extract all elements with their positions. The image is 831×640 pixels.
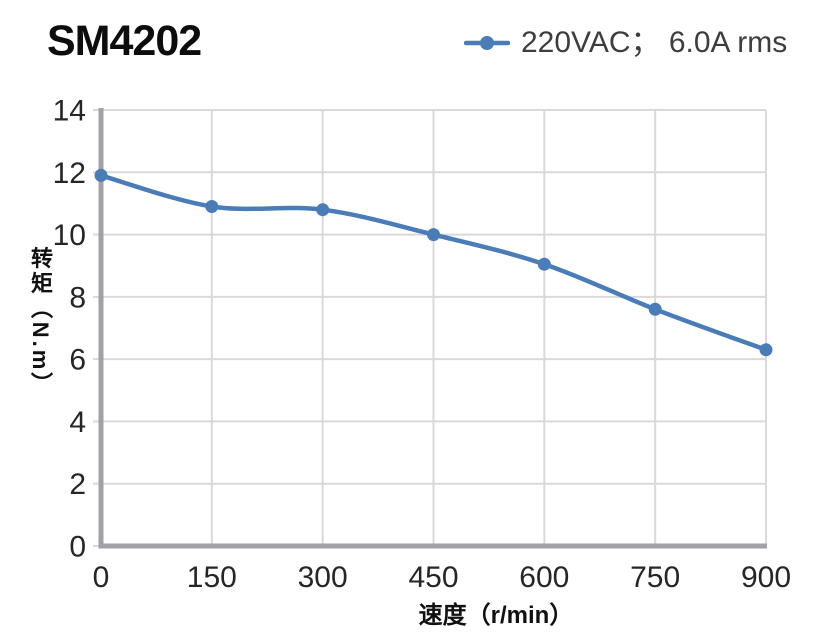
data-point [316,203,330,217]
data-point [759,343,773,357]
chart-title: SM4202 [47,17,202,65]
data-point [537,257,551,271]
data-point [205,200,219,213]
y-tick-label: 8 [69,281,86,314]
legend-series-marker-icon [464,36,510,50]
data-point [94,168,108,182]
y-tick-label: 10 [53,219,86,252]
x-tick-label: 0 [93,561,110,594]
y-tick-label: 12 [53,157,86,190]
y-tick-label: 14 [53,95,86,128]
x-tick-label: 900 [741,561,791,594]
x-axis-label: 速度（r/min） [418,602,574,629]
legend: 220VAC； 6.0A rms [464,28,787,58]
y-tick-label: 0 [69,531,86,564]
x-tick-label: 750 [630,561,680,594]
x-tick-label: 300 [298,561,348,594]
legend-series-label: 220VAC； 6.0A rms [521,26,788,59]
y-tick-label: 6 [69,344,86,377]
data-point [648,302,662,316]
data-point [427,228,440,242]
x-tick-label: 450 [408,561,458,594]
y-axis-label: 转矩（N.m） [28,246,53,398]
x-tick-label: 150 [187,561,237,594]
y-tick-label: 4 [69,406,86,439]
y-tick-label: 2 [69,468,86,501]
x-tick-label: 600 [519,561,569,594]
